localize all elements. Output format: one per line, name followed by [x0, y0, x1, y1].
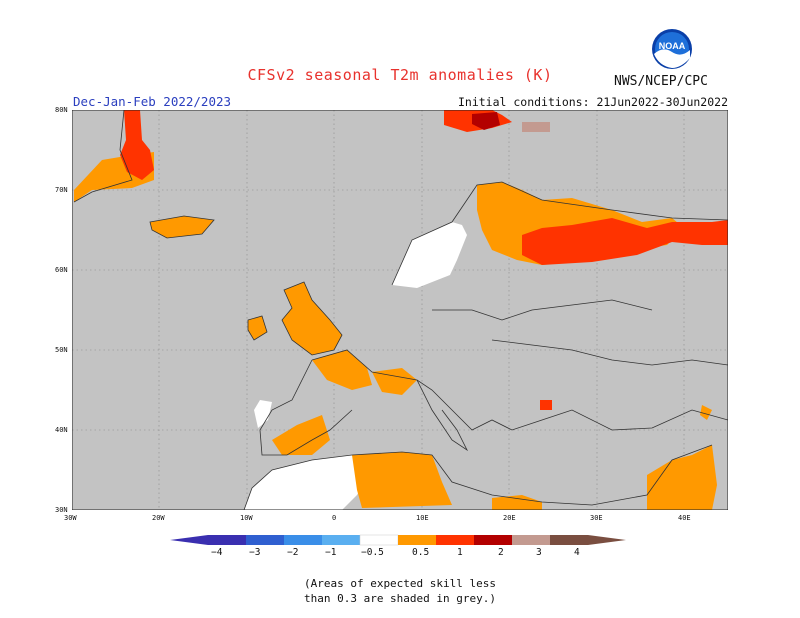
colorbar-segment [322, 535, 360, 545]
colorbar-label: −3 [249, 547, 261, 558]
colorbar-segment [284, 535, 322, 545]
eastern-borders [491, 339, 728, 366]
colorbar-label: 2 [498, 547, 504, 558]
colorbar-label: −0.5 [361, 547, 384, 558]
colorbar [170, 534, 626, 546]
great-britain [282, 282, 342, 355]
alps [372, 368, 417, 395]
colorbar-label: −4 [211, 547, 223, 558]
iberia-east [272, 415, 330, 455]
neutral-areas [244, 222, 467, 510]
lat-label: 50N [55, 346, 68, 354]
ireland [248, 316, 267, 340]
greenland-coast [73, 110, 133, 203]
anomaly-0-5-to-1 [74, 152, 717, 510]
initial-conditions-label: Initial conditions: 21Jun2022-30Jun2022 [457, 95, 728, 109]
caucasus [700, 405, 712, 420]
lat-label: 40N [55, 426, 68, 434]
middle-east [647, 445, 717, 510]
anomaly-2-to-3 [472, 112, 500, 130]
france-north [312, 350, 372, 390]
africa-coast [243, 444, 713, 510]
ireland-coast [247, 315, 268, 341]
lon-label: 30W [64, 514, 77, 522]
colorbar-segment [208, 535, 246, 545]
skill-note-line: than 0.3 are shaded in grey.) [303, 592, 497, 605]
lon-label: 0 [332, 514, 337, 522]
map-background [72, 110, 728, 510]
colorbar-arrow-high [588, 535, 626, 545]
agency-label: NWS/NCEP/CPC [614, 74, 708, 89]
colorbar-segment [359, 534, 399, 546]
neutral-scandinavia [392, 222, 467, 288]
noaa-logo: NOAA [651, 28, 693, 70]
lon-label: 10W [240, 514, 253, 522]
coastlines [73, 110, 728, 510]
colorbar-segment [550, 535, 588, 545]
bulgaria-spot [540, 400, 552, 410]
svalbard-east-anomaly [522, 122, 550, 132]
colorbar-label: 1 [457, 547, 463, 558]
britain-coast [281, 281, 343, 356]
noaa-logo-text: NOAA [659, 41, 686, 51]
lat-label: 80N [55, 106, 68, 114]
colorbar-label: 3 [536, 547, 542, 558]
colorbar-arrow-low [170, 535, 208, 545]
skill-note-line: (Areas of expected skill less [303, 577, 497, 590]
neutral-iberia-west [254, 400, 272, 428]
scandinavia-coast [391, 181, 728, 286]
colorbar-segment [512, 535, 550, 545]
anomaly-3-to-4 [522, 122, 550, 132]
lon-label: 40E [678, 514, 691, 522]
lat-label: 60N [55, 266, 68, 274]
lat-label: 30N [55, 506, 68, 514]
colorbar-label: −1 [325, 547, 337, 558]
map-title: CFSv2 seasonal T2m anomalies (K) [247, 66, 553, 84]
lon-label: 20E [503, 514, 516, 522]
greenland-east [120, 110, 154, 180]
lat-label: 70N [55, 186, 68, 194]
colorbar-label: 4 [574, 547, 580, 558]
skill-note: (Areas of expected skill less than 0.3 a… [0, 576, 800, 606]
anomaly-map [72, 110, 728, 510]
northwest-russia [522, 218, 728, 265]
central-europe-coast [311, 349, 728, 431]
colorbar-label: 0.5 [412, 547, 430, 558]
lon-label: 20W [152, 514, 165, 522]
iceland-coast [149, 215, 215, 239]
iberia-coast [259, 359, 353, 456]
colorbar-segment [474, 535, 512, 545]
lon-label: 10E [416, 514, 429, 522]
lon-label: 30E [590, 514, 603, 522]
map-gridlines [72, 110, 728, 510]
iceland [150, 216, 214, 238]
colorbar-label: −2 [287, 547, 299, 558]
north-africa [352, 452, 452, 508]
italy-coast [416, 379, 469, 452]
libya-coast [492, 495, 542, 510]
colorbar-segment [246, 535, 284, 545]
season-label: Dec-Jan-Feb 2022/2023 [73, 94, 232, 109]
colorbar-segment [398, 535, 436, 545]
neutral-north-africa [244, 455, 372, 510]
colorbar-segment [436, 535, 474, 545]
svalbard-core [472, 112, 500, 130]
baltic-borders [432, 299, 653, 321]
